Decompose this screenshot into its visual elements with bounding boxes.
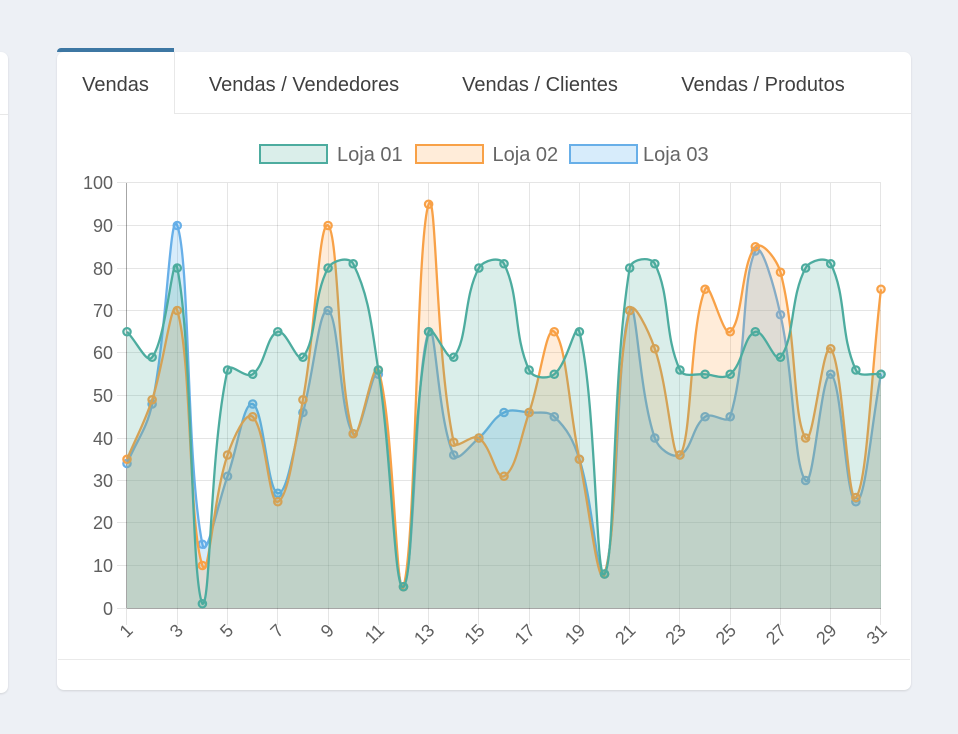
- svg-text:10: 10: [93, 556, 113, 576]
- svg-text:40: 40: [93, 429, 113, 449]
- svg-text:Loja 03: Loja 03: [643, 144, 709, 166]
- svg-text:70: 70: [93, 301, 113, 321]
- svg-text:15: 15: [460, 620, 488, 648]
- svg-text:30: 30: [93, 471, 113, 491]
- svg-text:100: 100: [83, 173, 113, 193]
- svg-text:13: 13: [410, 620, 438, 648]
- svg-text:80: 80: [93, 259, 113, 279]
- svg-text:25: 25: [712, 620, 740, 648]
- svg-text:17: 17: [511, 620, 539, 648]
- svg-text:20: 20: [93, 513, 113, 533]
- svg-text:3: 3: [166, 620, 187, 641]
- svg-text:31: 31: [863, 620, 891, 648]
- svg-text:29: 29: [812, 620, 840, 648]
- svg-text:90: 90: [93, 216, 113, 236]
- svg-text:Loja 01: Loja 01: [337, 144, 403, 166]
- svg-text:27: 27: [762, 620, 790, 648]
- svg-text:19: 19: [561, 620, 589, 648]
- svg-text:60: 60: [93, 343, 113, 363]
- svg-text:11: 11: [361, 620, 388, 647]
- svg-text:23: 23: [661, 620, 689, 648]
- svg-text:9: 9: [317, 620, 338, 641]
- svg-text:5: 5: [216, 620, 237, 641]
- svg-text:21: 21: [611, 620, 639, 648]
- svg-text:50: 50: [93, 386, 113, 406]
- svg-text:Loja 02: Loja 02: [493, 144, 559, 166]
- svg-text:0: 0: [103, 599, 113, 619]
